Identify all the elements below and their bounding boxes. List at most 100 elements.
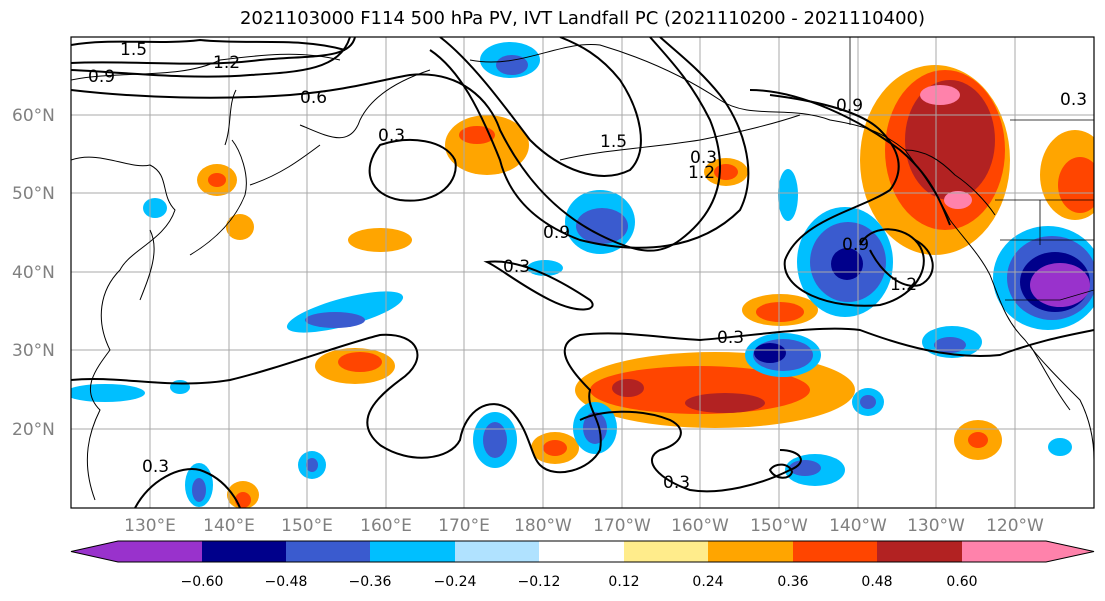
shade-hw-cool <box>1048 438 1072 456</box>
coast-japan <box>189 139 247 256</box>
lat-label-30n: 30°N <box>12 341 55 361</box>
shade-central-cool-in <box>576 208 628 244</box>
contour-label-11: 0.9 <box>842 235 869 255</box>
contour-1-2-north <box>71 37 356 65</box>
cb-label-6: 0.24 <box>692 574 723 590</box>
shade-bc-mid <box>1058 157 1094 213</box>
contour-1-2-east <box>869 239 934 287</box>
lat-label-50n: 50°N <box>12 184 55 204</box>
lon-label-180w: 180°W <box>514 516 572 536</box>
cb-label-7: 0.36 <box>777 574 808 590</box>
colorbar-segment <box>370 541 455 562</box>
cb-label-5: 0.12 <box>608 574 639 590</box>
lon-label-170e: 170°E <box>438 516 490 536</box>
lon-label-170w: 170°W <box>593 516 651 536</box>
shade-central-warm-inner <box>685 393 765 413</box>
lon-labels: 130°E 140°E 150°E 160°E 170°E 180°W 170°… <box>124 516 1044 536</box>
lat-labels: 60°N 50°N 40°N 30°N 20°N <box>12 106 55 440</box>
shade-phil-cool-in <box>192 478 206 502</box>
contour-0-9-mid <box>429 37 750 249</box>
cb-label-0: −0.60 <box>181 574 224 590</box>
coastlines <box>71 43 1094 501</box>
shade-hi-cool-in <box>754 343 786 363</box>
coast-asia <box>71 156 176 501</box>
map-border <box>70 36 1095 509</box>
lon-label-130e: 130°E <box>124 516 176 536</box>
colorbar-segment <box>455 541 539 562</box>
colorbar-segment <box>118 541 202 562</box>
cb-label-3: −0.24 <box>434 574 477 590</box>
contour-label-8: 1.5 <box>600 132 627 152</box>
coast-na-west <box>949 219 1094 461</box>
coast-siberia <box>71 53 341 81</box>
cb-label-1: −0.48 <box>265 574 308 590</box>
lat-label-60n: 60°N <box>12 106 55 126</box>
contour-0-3-south <box>579 410 802 493</box>
colorbar-extend-right <box>1046 541 1094 562</box>
shade-west-cool <box>71 384 145 402</box>
shade-japan2-warm <box>226 214 254 240</box>
contour-0-6-north <box>71 37 721 252</box>
shade-kor-cool <box>143 198 167 218</box>
colorbar-outline <box>70 540 1095 563</box>
graticule <box>71 37 1094 508</box>
shade-aleut-warm-in <box>714 164 738 180</box>
contour-label-14: 0.3 <box>663 473 690 493</box>
contour-label-13: 0.3 <box>717 328 744 348</box>
contour-label-6: 0.9 <box>543 223 570 243</box>
shade-japan-warm-in <box>208 173 226 187</box>
shade-hawaii-warm-in <box>968 432 988 448</box>
shade-kuril-warm <box>348 228 412 252</box>
contour-label-10: 0.9 <box>836 96 863 116</box>
shade-south-warm-in <box>543 440 567 456</box>
shade-south2-warm-in <box>235 492 251 508</box>
contour-label-17: 0.3 <box>690 148 717 168</box>
shade-south-cool-1-in <box>483 422 507 458</box>
colorbar-segment <box>793 541 877 562</box>
colorbar-segment <box>708 541 793 562</box>
contour-0-3-nwloop <box>368 139 457 202</box>
shade-mid-cool-in <box>306 458 318 472</box>
lon-label-160e: 160°E <box>360 516 412 536</box>
coast-aleutians <box>559 114 801 161</box>
map-title: 2021103000 F114 500 hPa PV, IVT Landfall… <box>239 8 926 29</box>
shade-alaska-peak2 <box>944 191 972 209</box>
cb-label-4: −0.12 <box>518 574 561 590</box>
contour-label-4: 0.6 <box>300 88 327 108</box>
boundaries <box>849 37 1094 301</box>
pv-contours <box>71 37 1094 508</box>
cb-label-8: 0.48 <box>861 574 892 590</box>
shade-central-warm-inner2 <box>612 379 644 397</box>
colorbar-extend-left <box>71 541 118 562</box>
contour-0-9-north <box>71 37 351 78</box>
shade-north-cool-in <box>496 55 528 75</box>
coast-kuril <box>249 144 321 186</box>
colorbar <box>70 540 1095 563</box>
colorbar-segment <box>286 541 370 562</box>
contour-label-5: 0.3 <box>378 126 405 146</box>
shade-sw-warm-in <box>338 352 382 372</box>
contour-0-6-east <box>749 89 951 226</box>
lat-label-40n: 40°N <box>12 263 55 283</box>
contour-label-9: 1.2 <box>688 163 715 183</box>
coast-kamchatka <box>299 69 431 139</box>
coast-baja <box>1029 344 1071 411</box>
contour-label-1: 1.5 <box>120 40 147 60</box>
shade-alaska-inner <box>905 80 995 200</box>
colorbar-segment <box>877 541 962 562</box>
contour-small-loop <box>768 463 794 479</box>
cb-label-2: −0.36 <box>349 574 392 590</box>
contour-label-12: 1.2 <box>890 275 917 295</box>
shade-se-cool-in <box>789 460 821 476</box>
contour-label-group: 1.5 1.2 0.9 0.6 0.3 0.9 0.3 1.5 1.2 0.9 … <box>88 40 1087 493</box>
shade-west-cool2 <box>170 380 190 394</box>
lon-label-160w: 160°W <box>671 516 729 536</box>
colorbar-labels: −0.60 −0.48 −0.36 −0.24 −0.12 0.12 0.24 … <box>181 574 978 590</box>
colorbar-segment <box>962 541 1046 562</box>
shade-alaska-peak <box>920 85 960 105</box>
colorbar-segment <box>624 541 708 562</box>
shade-alaska-cool <box>778 169 798 221</box>
lon-label-140e: 140°E <box>203 516 255 536</box>
lon-label-150w: 150°W <box>750 516 808 536</box>
lon-label-140w: 140°W <box>829 516 887 536</box>
